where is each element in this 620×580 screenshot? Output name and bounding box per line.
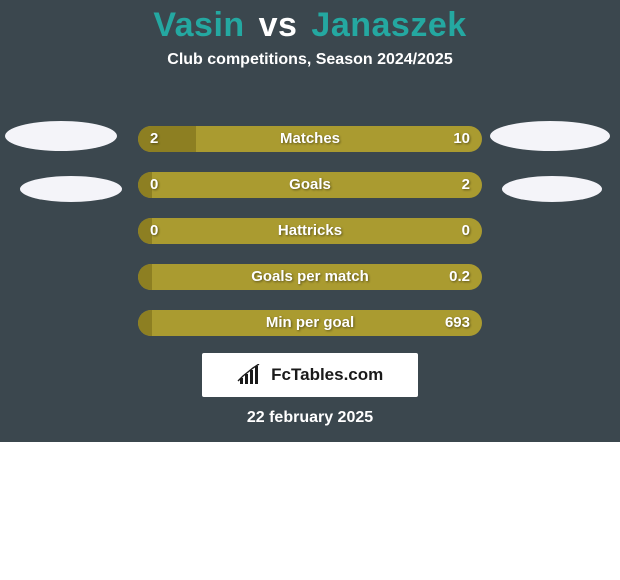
vs-text: vs — [259, 6, 298, 44]
stat-label: Goals — [138, 172, 482, 198]
stat-value-right: 0.2 — [449, 264, 470, 290]
stat-bar: 0Goals2 — [138, 172, 482, 198]
stat-value-right: 10 — [453, 126, 470, 152]
stat-bars: 2Matches100Goals20Hattricks0Goals per ma… — [138, 126, 482, 356]
stat-value-right: 693 — [445, 310, 470, 336]
bar-chart-icon — [237, 364, 263, 386]
stat-label: Goals per match — [138, 264, 482, 290]
comparison-card: Vasin vs Janaszek Club competitions, Sea… — [0, 0, 620, 442]
stat-bar: Min per goal693 — [138, 310, 482, 336]
stat-bar: 0Hattricks0 — [138, 218, 482, 244]
stat-label: Hattricks — [138, 218, 482, 244]
player1-name: Vasin — [153, 6, 244, 44]
logo-text: FcTables.com — [271, 353, 383, 397]
date-text: 22 february 2025 — [0, 409, 620, 427]
fctables-logo: FcTables.com — [202, 353, 418, 397]
stat-label: Min per goal — [138, 310, 482, 336]
stat-value-right: 2 — [462, 172, 470, 198]
stat-label: Matches — [138, 126, 482, 152]
subtitle: Club competitions, Season 2024/2025 — [0, 51, 620, 69]
player2-name: Janaszek — [311, 6, 466, 44]
player1-badge-bottom — [20, 176, 122, 202]
stat-bar: 2Matches10 — [138, 126, 482, 152]
player1-badge-top — [5, 121, 117, 151]
stat-value-right: 0 — [462, 218, 470, 244]
player2-badge-top — [490, 121, 610, 151]
page-title: Vasin vs Janaszek — [0, 0, 620, 45]
stat-bar: Goals per match0.2 — [138, 264, 482, 290]
player2-badge-bottom — [502, 176, 602, 202]
